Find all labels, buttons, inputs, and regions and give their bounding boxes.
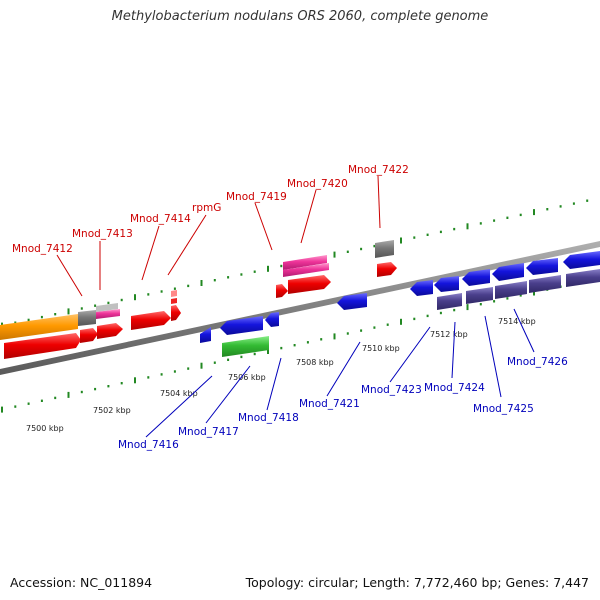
pink-feature (96, 309, 120, 319)
purple-feature (529, 275, 561, 293)
gene-arrow (377, 262, 397, 277)
gene-label: Mnod_7417 (178, 426, 239, 438)
green-feature (222, 336, 269, 357)
leader-line (451, 321, 456, 379)
leader-line (300, 189, 317, 244)
gene-label: Mnod_7416 (118, 439, 179, 451)
forward-gene-labels: Mnod_7412 Mnod_7413 Mnod_7414 rpmG Mnod_… (12, 164, 409, 297)
reverse-gene-labels: Mnod_7416 Mnod_7417 Mnod_7418 Mnod_7421 … (118, 308, 568, 451)
gene-label: Mnod_7418 (238, 412, 299, 424)
genome-info-label: Topology: circular; Length: 7,772,460 bp… (245, 575, 589, 590)
gene-label: Mnod_7414 (130, 213, 191, 225)
leader-line (205, 365, 251, 424)
leader-line (141, 225, 160, 281)
pink-feature (283, 263, 329, 277)
scale-label: 7508 kbp (296, 358, 334, 367)
scale-label: 7500 kbp (26, 424, 64, 433)
gene-arrow (4, 333, 81, 359)
scale-label: 7512 kbp (430, 330, 468, 339)
gene-arrow (410, 280, 433, 296)
scale-label: 7506 kbp (228, 373, 266, 382)
reverse-strand-features (200, 251, 600, 357)
gene-arrow (563, 251, 600, 269)
gene-label: Mnod_7425 (473, 403, 534, 415)
genome-title: Methylobacterium nodulans ORS 2060, comp… (111, 9, 489, 24)
leader-line (377, 175, 381, 229)
gene-label: Mnod_7420 (287, 178, 348, 190)
accession-label: Accession: NC_011894 (10, 575, 153, 590)
gene-label: Mnod_7423 (361, 384, 422, 396)
leader-line (326, 341, 361, 397)
gray-feature (375, 240, 394, 258)
reverse-scale-track (1, 279, 589, 413)
gene-arrow (526, 258, 558, 275)
gene-label: Mnod_7419 (226, 191, 287, 203)
pink-feature (283, 255, 327, 270)
gray-feature (96, 303, 118, 312)
forward-strand-features (0, 240, 397, 359)
purple-feature (566, 269, 600, 287)
purple-feature (437, 293, 462, 310)
gene-label: rpmG (192, 202, 221, 214)
gene-arrow (276, 284, 288, 298)
gene-arrow (337, 293, 367, 310)
purple-feature (466, 287, 493, 304)
scale-label: 7504 kbp (160, 389, 198, 398)
leader-line (254, 202, 273, 251)
gene-arrow (462, 269, 490, 286)
trna-feature (171, 290, 177, 297)
gene-arrow (131, 311, 171, 330)
leader-line (389, 326, 431, 383)
gene-arrow (434, 276, 459, 292)
leader-line (56, 254, 83, 297)
gene-arrow (265, 312, 279, 327)
orange-feature (0, 314, 78, 340)
trna-feature (171, 298, 177, 304)
gene-arrow (171, 305, 181, 321)
gray-feature (78, 310, 96, 326)
leader-line (167, 214, 207, 276)
genome-backbone (0, 241, 600, 375)
gene-label: Mnod_7421 (299, 398, 360, 410)
gene-label: Mnod_7422 (348, 164, 409, 176)
scale-label: 7514 kbp (498, 317, 536, 326)
scale-labels: 7500 kbp 7502 kbp 7504 kbp 7506 kbp 7508… (26, 317, 536, 433)
gene-arrow (97, 323, 123, 339)
gene-arrow (80, 328, 98, 343)
gene-label: Mnod_7426 (507, 356, 568, 368)
gene-arrow (220, 316, 263, 335)
leader-line (266, 357, 282, 411)
gene-arrow (288, 275, 331, 294)
scale-label: 7510 kbp (362, 344, 400, 353)
gene-label: Mnod_7412 (12, 243, 73, 255)
gene-label: Mnod_7413 (72, 228, 133, 240)
purple-feature (495, 281, 527, 299)
gene-arrow (200, 327, 211, 343)
gene-arrow (492, 263, 524, 281)
leader-line (513, 308, 535, 353)
gene-label: Mnod_7424 (424, 382, 485, 394)
leader-line (484, 315, 502, 398)
leader-line (145, 375, 213, 438)
scale-label: 7502 kbp (93, 406, 131, 415)
